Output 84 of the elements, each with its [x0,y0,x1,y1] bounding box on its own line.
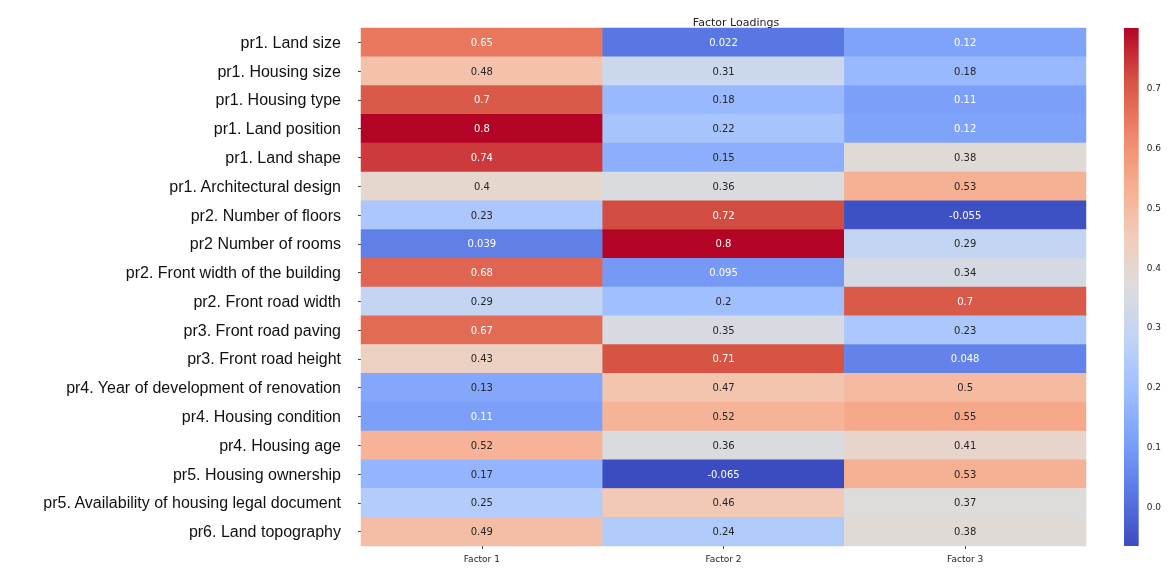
y-tick-label: pr1. Housing type [215,91,342,109]
data-label: 0.17 [470,468,493,480]
data-label: -0.055 [949,209,982,221]
data-label: 0.49 [470,526,493,538]
y-tick-label: pr5. Housing ownership [172,465,342,483]
color-bar-label: 0.0 [1146,502,1162,513]
data-label: 0.24 [712,526,735,538]
y-tick-label: pr1. Land position [213,120,341,138]
data-label: 0.74 [470,152,493,163]
y-tick-label: pr3. Front road height [187,350,342,368]
data-label: 0.43 [470,353,493,365]
data-label: 0.11 [954,94,977,106]
y-tick-label: pr4. Housing condition [181,408,341,425]
data-label: 0.52 [712,411,735,422]
color-bar-label: 0.4 [1146,262,1162,273]
data-label: 0.36 [712,439,735,451]
y-tick-label: pr2. Front road width [193,292,341,310]
data-label: 0.52 [470,439,493,451]
data-label: 0.65 [470,36,493,48]
data-label: 0.022 [709,36,738,48]
data-label: 0.8 [715,238,732,250]
y-tick-label: pr1. Housing size [217,62,342,80]
y-tick-label: pr4. Year of development of renovation [66,379,341,397]
data-label: 0.31 [712,65,735,77]
data-label: 0.36 [712,180,735,192]
data-label: 0.53 [954,468,977,480]
y-tick-label: pr1. Land size [240,33,342,51]
y-tick-label: pr6. Land topography [188,523,341,541]
y-tick-label: pr2. Front width of the building [125,264,341,282]
data-label: 0.35 [712,324,735,336]
data-label: 0.2 [715,295,732,307]
data-label: 0.095 [709,267,738,279]
data-label: 0.72 [712,209,735,221]
data-label: 0.22 [712,123,735,135]
data-label: 0.23 [954,324,977,336]
data-label: 0.29 [470,295,493,307]
y-tick-label: pr2. Number of floors [190,206,341,224]
data-label: 0.34 [954,267,977,279]
data-label: 0.53 [954,180,977,192]
data-label: 0.15 [712,152,735,163]
data-label: 0.25 [470,497,493,509]
data-label: 0.37 [954,497,977,509]
y-tick-label: pr1. Architectural design [169,177,341,195]
data-label: 0.4 [473,180,490,192]
data-label: 0.67 [470,324,493,336]
x-tick-label: Factor 2 [705,553,742,564]
data-label: 0.7 [957,295,974,307]
data-label: 0.47 [712,382,735,394]
data-label: 0.71 [712,353,735,365]
color-bar-label: 0.5 [1146,202,1162,213]
data-label: 0.48 [470,65,493,77]
data-label: 0.41 [954,439,977,451]
data-label: 0.18 [712,94,735,106]
y-tick-label: pr2 Number of rooms [189,235,341,253]
data-label: 0.12 [954,123,977,135]
data-label: 0.12 [954,36,977,48]
data-label: 0.29 [954,238,977,250]
data-label: 0.38 [954,526,977,538]
data-label: 0.5 [957,382,974,394]
data-label: 0.048 [950,353,980,365]
data-label: 0.23 [470,209,493,221]
y-tick-label: pr4. Housing age [219,436,342,454]
data-label: 0.18 [954,65,977,77]
x-tick-label: Factor 1 [463,553,500,564]
data-label: 0.11 [470,411,493,422]
chart-title: Factor Loadings [692,16,780,29]
color-bar-label: 0.3 [1146,322,1162,333]
y-tick-label: pr3. Front road paving [183,321,341,339]
data-label: 0.55 [954,411,977,422]
color-bar-label: 0.1 [1146,442,1162,453]
data-label: 0.039 [467,238,497,250]
data-label: -0.065 [707,468,740,480]
color-bar-label: 0.6 [1146,142,1162,153]
x-tick-label: Factor 3 [947,553,984,564]
y-tick-label: pr5. Availability of housing legal document [43,494,342,512]
data-label: 0.8 [473,123,490,135]
data-label: 0.13 [470,382,493,394]
data-label: 0.38 [954,152,977,163]
data-label: 0.68 [470,267,493,279]
color-bar-label: 0.7 [1146,82,1162,93]
y-tick-label: pr1. Land shape [225,149,342,166]
data-label: 0.46 [712,497,735,509]
color-bar-label: 0.2 [1146,382,1162,393]
data-label: 0.7 [473,94,490,106]
